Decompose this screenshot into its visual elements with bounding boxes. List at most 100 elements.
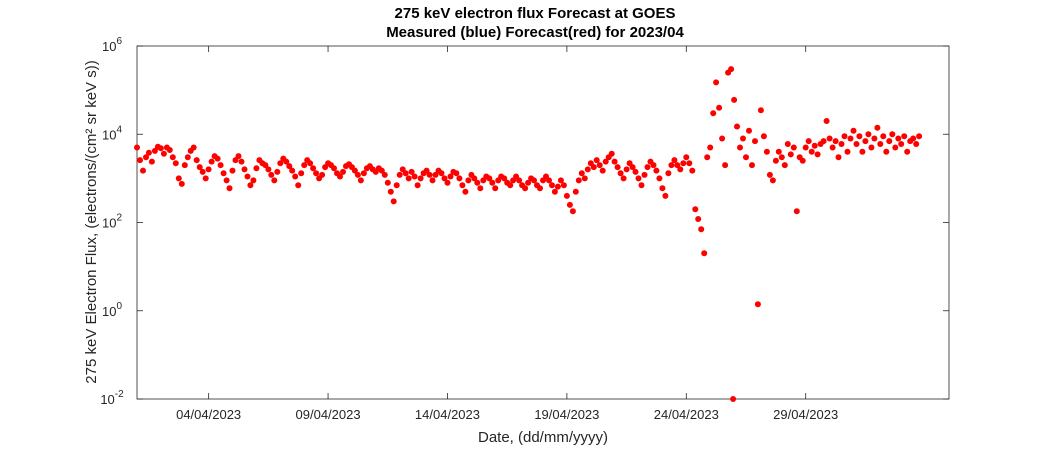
data-point [638,182,645,189]
data-point [778,154,785,161]
data-point [190,144,197,151]
data-point [730,396,737,402]
chart-title: 275 keV electron flux Forecast at GOES [395,5,676,22]
y-tick-label: 106 [102,36,122,54]
data-point [307,160,314,167]
data-point [841,133,848,140]
data-point [692,206,699,213]
data-point [223,177,230,184]
data-point [453,170,460,177]
x-tick-label: 19/04/2023 [534,407,599,422]
data-point [202,175,209,182]
data-point [838,141,845,147]
data-point [731,96,738,103]
data-point [901,133,908,140]
data-point [360,170,367,177]
data-point [563,192,570,199]
data-point [868,144,875,151]
data-point [620,175,627,182]
data-point [710,110,717,117]
data-point [313,170,320,177]
y-tick-label: 100 [102,301,122,319]
data-point [551,188,558,195]
y-tick-base: 10 [102,39,116,54]
data-point [462,188,469,195]
data-point [865,131,872,138]
data-point [357,177,364,184]
data-point [471,175,478,182]
data-point [656,175,663,182]
data-point [629,164,636,171]
data-point [862,138,869,145]
data-point [134,144,140,151]
data-point [659,185,666,192]
data-point [354,171,361,178]
y-axis-label: 275 keV Electron Flux, (electrons/(cm² s… [83,60,100,383]
data-point [707,144,714,151]
data-point [477,185,484,192]
data-point [181,162,188,169]
data-point [820,138,827,145]
data-point [235,153,242,160]
data-point [578,170,585,177]
data-point [644,164,651,171]
data-point [740,135,746,142]
data-point [665,170,672,177]
data-point [250,177,257,184]
data-point [596,162,603,169]
data-point [423,167,430,174]
data-point [787,151,794,158]
data-point [447,173,454,180]
chart-subtitle: Measured (blue) Forecast(red) for 2023/0… [386,24,684,41]
plot-area [136,45,950,400]
data-point [274,168,281,175]
x-tick-label: 09/04/2023 [296,407,361,422]
data-point [277,160,284,167]
data-point [429,177,436,184]
data-point [143,154,149,161]
data-point [340,168,346,175]
data-point [172,160,179,167]
data-point [886,138,893,145]
data-point [769,177,776,184]
data-point [737,144,743,151]
data-point [757,107,764,114]
data-point [214,155,221,162]
data-point [844,148,851,155]
data-point [611,158,618,165]
data-point [766,171,773,178]
data-point [205,166,212,173]
data-point [459,182,466,189]
data-point [662,192,669,199]
data-point [671,157,678,164]
data-point [871,135,878,142]
data-point [137,157,143,164]
data-point [247,182,254,189]
data-point [151,147,158,154]
data-point [835,154,842,161]
data-point [614,164,621,171]
data-point [808,148,815,155]
data-point [268,171,275,178]
data-point [516,177,523,184]
data-point [889,131,896,138]
data-point [686,160,693,167]
data-point [387,188,394,195]
data-point [805,138,812,145]
data-point [695,216,702,222]
data-point [474,179,481,186]
data-point [608,150,615,157]
data-point [853,141,860,147]
data-point [438,170,445,177]
data-point [790,144,797,151]
data-point [337,173,343,180]
data-point [811,142,818,149]
data-point [531,177,537,184]
data-point [238,158,245,165]
data-point [196,164,203,171]
data-point [286,163,293,170]
data-point [226,185,233,192]
data-point [289,167,296,174]
